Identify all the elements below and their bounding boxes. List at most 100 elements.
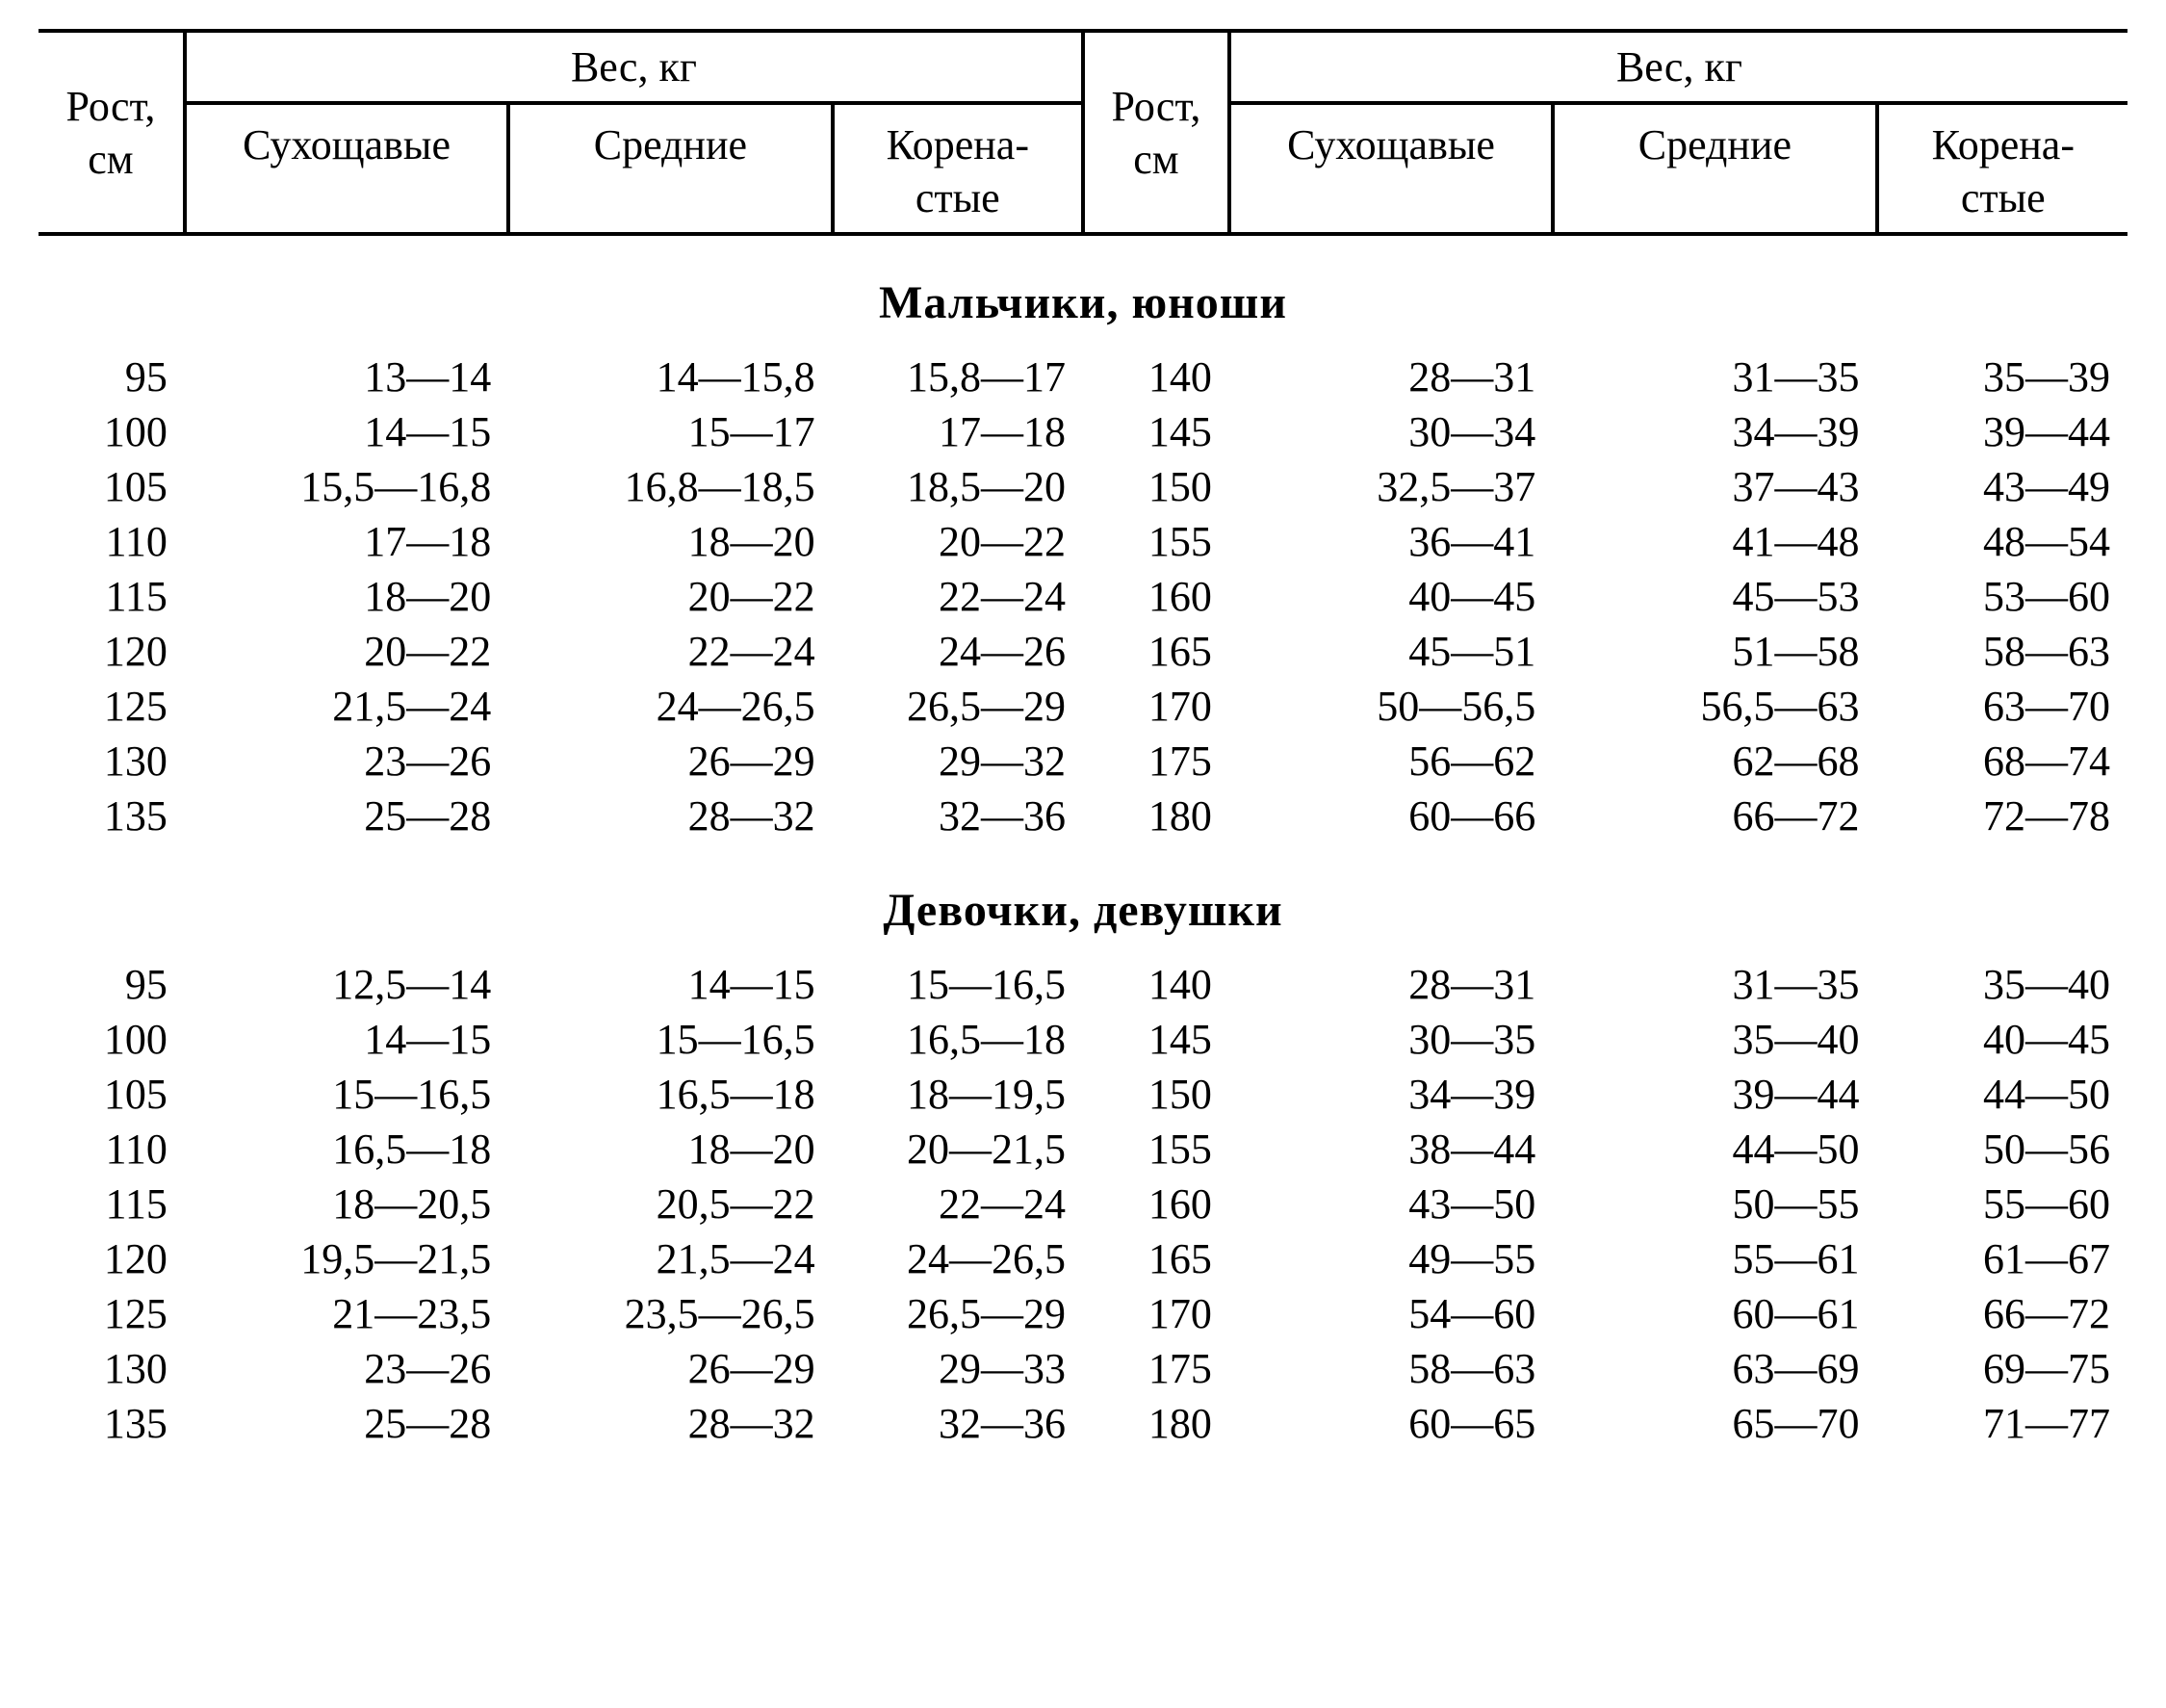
stocky-cell: 16,5—18: [833, 1012, 1083, 1067]
page: Рост, см Вес, кг Рост, см Вес, кг Сухоща…: [0, 0, 2166, 1509]
height-cell: 130: [39, 734, 185, 789]
height-label-1: Рост,: [65, 83, 155, 130]
height-cell: 180: [1083, 789, 1229, 843]
height-cell: 125: [39, 1286, 185, 1341]
medium-cell: 44—50: [1553, 1122, 1876, 1177]
girls-table: 9512,5—1414—1515—16,514028—3131—3535—401…: [39, 957, 2127, 1451]
height-cell: 145: [1083, 404, 1229, 459]
header-table: Рост, см Вес, кг Рост, см Вес, кг Сухоща…: [39, 29, 2127, 236]
stocky-cell: 22—24: [833, 569, 1083, 624]
slim-cell: 49—55: [1229, 1231, 1553, 1286]
medium-cell: 39—44: [1553, 1067, 1876, 1122]
stocky-cell: 72—78: [1877, 789, 2127, 843]
height-cell: 110: [39, 1122, 185, 1177]
stocky-1b: Корена-: [1932, 121, 2075, 168]
table-row: 13023—2626—2929—3217556—6262—6868—74: [39, 734, 2127, 789]
boys-table: 9513—1414—15,815,8—1714028—3131—3535—391…: [39, 349, 2127, 843]
stocky-cell: 26,5—29: [833, 1286, 1083, 1341]
table-row: 9513—1414—15,815,8—1714028—3131—3535—39: [39, 349, 2127, 404]
col-slim-right: Сухощавые: [1229, 103, 1553, 234]
stocky-cell: 20—22: [833, 514, 1083, 569]
col-stocky-left: Корена- стые: [833, 103, 1083, 234]
medium-cell: 31—35: [1553, 957, 1876, 1012]
stocky-cell: 58—63: [1877, 624, 2127, 679]
medium-cell: 20—22: [508, 569, 832, 624]
col-medium-left: Средние: [508, 103, 832, 234]
medium-cell: 14—15: [508, 957, 832, 1012]
stocky-cell: 29—33: [833, 1341, 1083, 1396]
height-cell: 150: [1083, 1067, 1229, 1122]
section-title-boys: Мальчики, юноши: [39, 274, 2127, 332]
table-row: 11518—2020—2222—2416040—4545—5353—60: [39, 569, 2127, 624]
height-cell: 120: [39, 624, 185, 679]
height-label-2b: см: [1133, 136, 1178, 183]
medium-cell: 28—32: [508, 1396, 832, 1451]
medium-cell: 62—68: [1553, 734, 1876, 789]
table-row: 12019,5—21,521,5—2424—26,516549—5555—616…: [39, 1231, 2127, 1286]
height-cell: 170: [1083, 679, 1229, 734]
slim-cell: 54—60: [1229, 1286, 1553, 1341]
medium-cell: 56,5—63: [1553, 679, 1876, 734]
height-cell: 145: [1083, 1012, 1229, 1067]
height-label-2: см: [88, 136, 133, 183]
table-row: 12020—2222—2424—2616545—5151—5858—63: [39, 624, 2127, 679]
height-cell: 150: [1083, 459, 1229, 514]
stocky-cell: 50—56: [1877, 1122, 2127, 1177]
medium-cell: 37—43: [1553, 459, 1876, 514]
stocky-cell: 15—16,5: [833, 957, 1083, 1012]
stocky-cell: 44—50: [1877, 1067, 2127, 1122]
stocky-cell: 48—54: [1877, 514, 2127, 569]
weight-group-right: Вес, кг: [1229, 31, 2127, 103]
height-cell: 115: [39, 569, 185, 624]
stocky-cell: 17—18: [833, 404, 1083, 459]
stocky-cell: 61—67: [1877, 1231, 2127, 1286]
table-row: 10515—16,516,5—1818—19,515034—3939—4444—…: [39, 1067, 2127, 1122]
slim-cell: 25—28: [185, 1396, 508, 1451]
slim-cell: 56—62: [1229, 734, 1553, 789]
height-cell: 105: [39, 1067, 185, 1122]
stocky-cell: 24—26,5: [833, 1231, 1083, 1286]
slim-cell: 20—22: [185, 624, 508, 679]
height-cell: 110: [39, 514, 185, 569]
slim-cell: 23—26: [185, 1341, 508, 1396]
table-row: 13525—2828—3232—3618060—6565—7071—77: [39, 1396, 2127, 1451]
stocky-cell: 43—49: [1877, 459, 2127, 514]
stocky-cell: 53—60: [1877, 569, 2127, 624]
medium-cell: 22—24: [508, 624, 832, 679]
slim-cell: 50—56,5: [1229, 679, 1553, 734]
height-cell: 125: [39, 679, 185, 734]
weight-group-left: Вес, кг: [185, 31, 1083, 103]
stocky-cell: 32—36: [833, 1396, 1083, 1451]
height-cell: 115: [39, 1177, 185, 1231]
slim-cell: 58—63: [1229, 1341, 1553, 1396]
col-height-right: Рост, см: [1083, 31, 1229, 234]
stocky-cell: 66—72: [1877, 1286, 2127, 1341]
table-row: 11016,5—1818—2020—21,515538—4444—5050—56: [39, 1122, 2127, 1177]
medium-cell: 26—29: [508, 734, 832, 789]
slim-cell: 38—44: [1229, 1122, 1553, 1177]
medium-cell: 23,5—26,5: [508, 1286, 832, 1341]
slim-cell: 14—15: [185, 404, 508, 459]
slim-cell: 12,5—14: [185, 957, 508, 1012]
slim-cell: 32,5—37: [1229, 459, 1553, 514]
medium-cell: 50—55: [1553, 1177, 1876, 1231]
stocky-cell: 26,5—29: [833, 679, 1083, 734]
stocky-cell: 68—74: [1877, 734, 2127, 789]
slim-cell: 15,5—16,8: [185, 459, 508, 514]
height-cell: 175: [1083, 1341, 1229, 1396]
slim-cell: 36—41: [1229, 514, 1553, 569]
stocky-cell: 18,5—20: [833, 459, 1083, 514]
table-row: 9512,5—1414—1515—16,514028—3131—3535—40: [39, 957, 2127, 1012]
table-row: 10014—1515—16,516,5—1814530—3535—4040—45: [39, 1012, 2127, 1067]
stocky-cell: 35—40: [1877, 957, 2127, 1012]
section-title-girls: Девочки, девушки: [39, 882, 2127, 940]
table-row: 11518—20,520,5—2222—2416043—5050—5555—60: [39, 1177, 2127, 1231]
height-cell: 160: [1083, 569, 1229, 624]
height-cell: 175: [1083, 734, 1229, 789]
stocky-2: стые: [915, 174, 1000, 221]
height-cell: 160: [1083, 1177, 1229, 1231]
stocky-cell: 18—19,5: [833, 1067, 1083, 1122]
medium-cell: 15—16,5: [508, 1012, 832, 1067]
stocky-cell: 35—39: [1877, 349, 2127, 404]
stocky-cell: 39—44: [1877, 404, 2127, 459]
